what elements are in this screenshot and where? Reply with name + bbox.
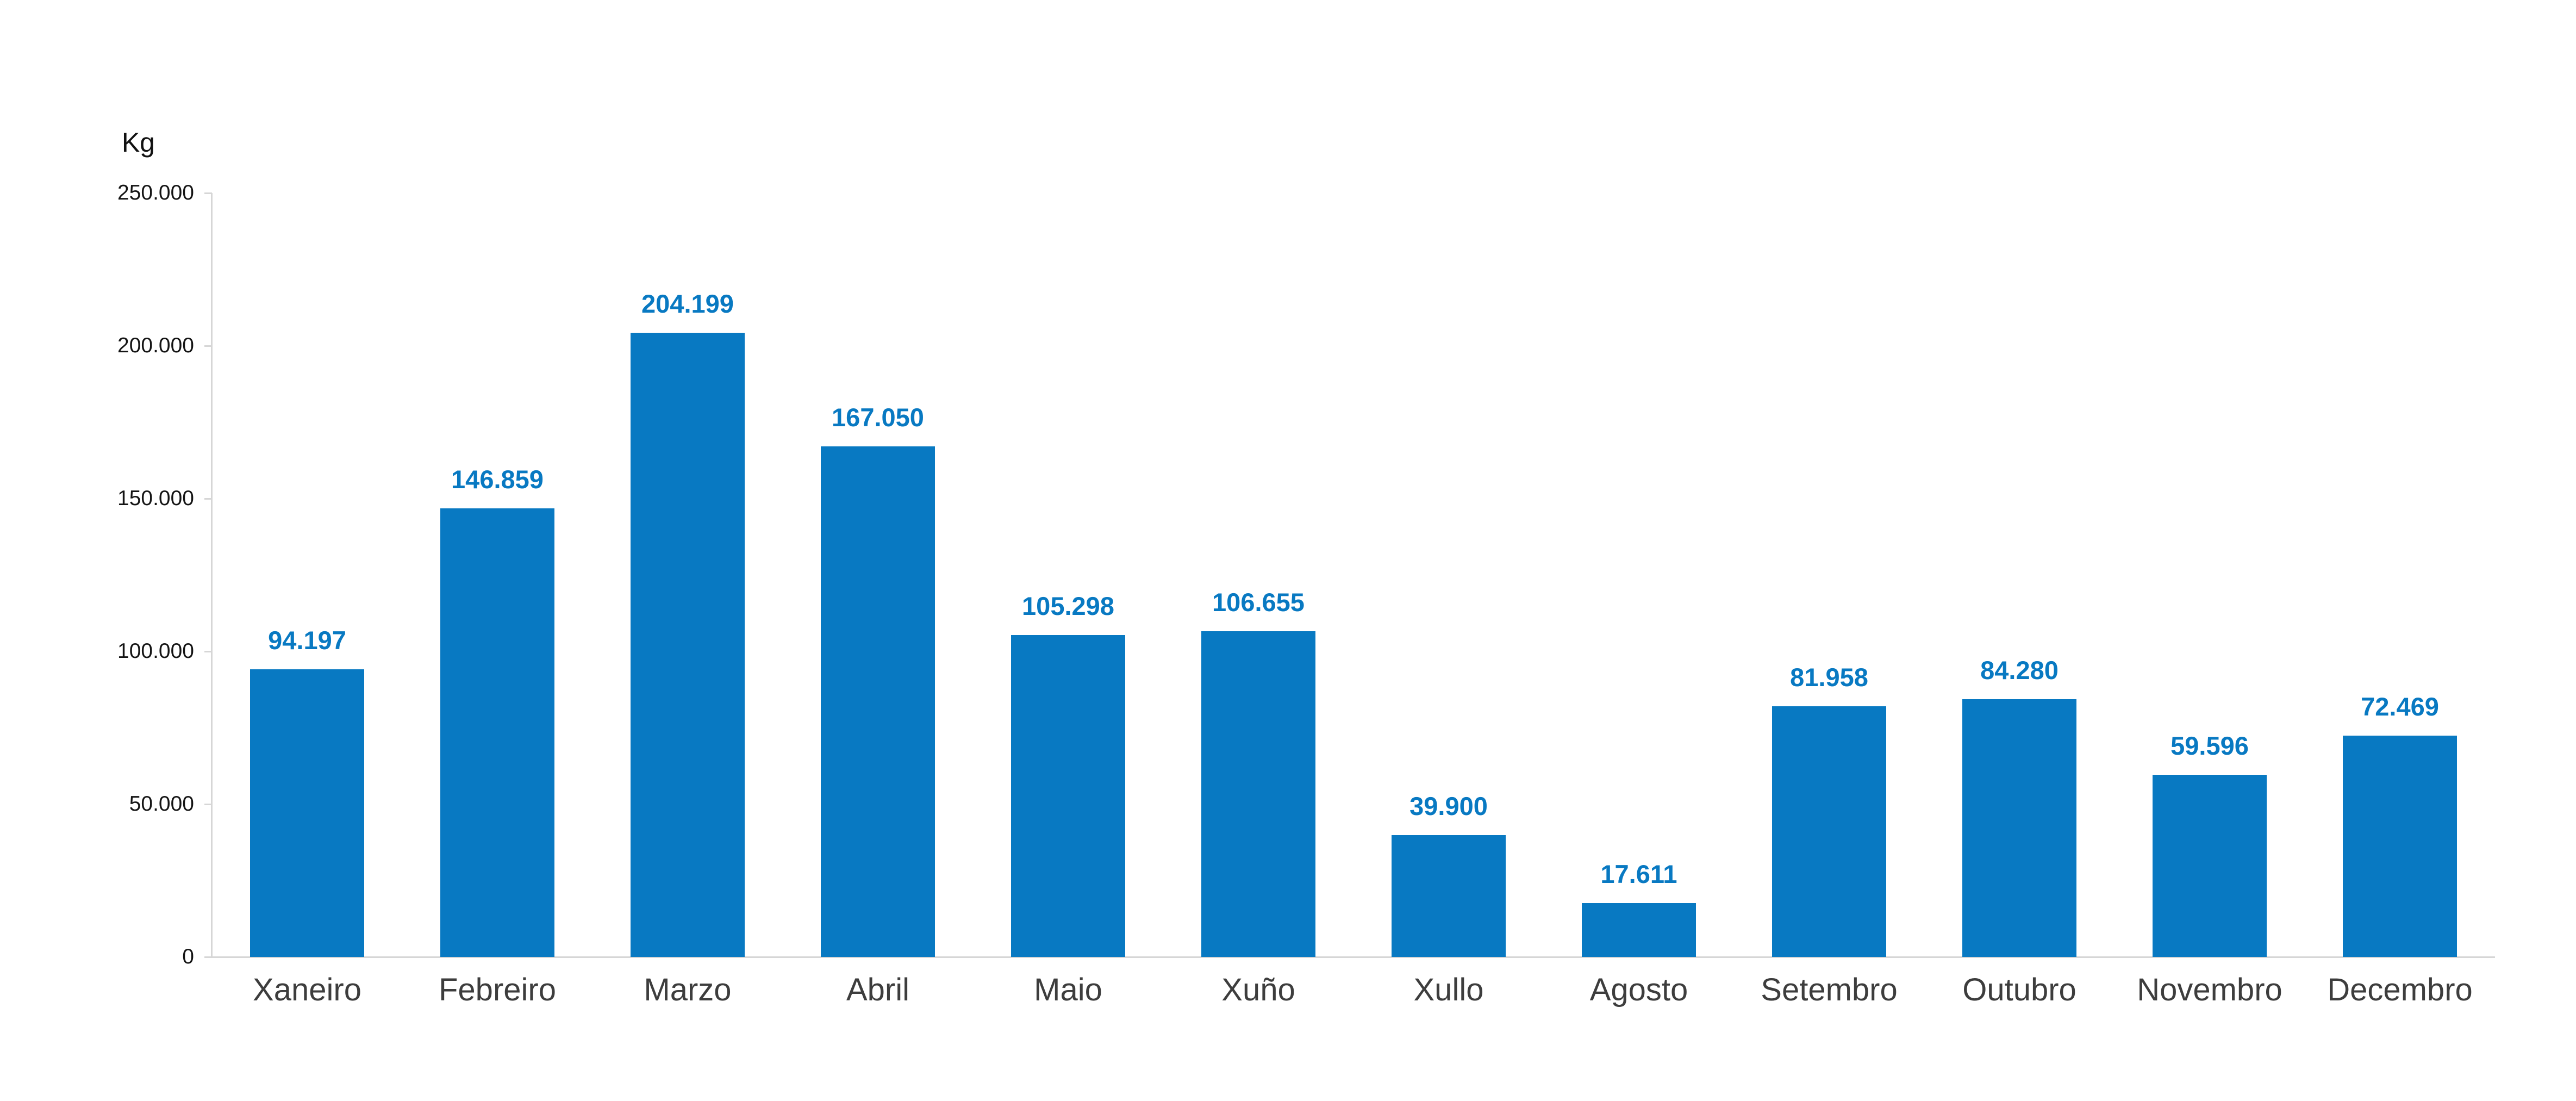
x-axis-label: Xaneiro (253, 972, 361, 1007)
bar-value-label: 106.655 (1212, 588, 1305, 617)
bar-agosto (1582, 903, 1696, 957)
y-tick-label: 50.000 (129, 792, 194, 816)
y-tick-label: 200.000 (117, 334, 194, 357)
bar-xaneiro (250, 669, 364, 957)
x-axis-label: Novembro (2137, 972, 2282, 1007)
y-axis-unit-label: Kg (121, 127, 155, 158)
bar-value-label: 17.611 (1600, 860, 1677, 888)
x-axis-line (204, 956, 2495, 958)
bar-marzo (631, 333, 745, 957)
x-axis-label: Setembro (1761, 972, 1898, 1007)
bar-value-label: 146.859 (451, 465, 544, 494)
y-tick-mark (204, 651, 212, 652)
plot-area: 0 50.000 100.000 150.000 200.000 250.000 94.1… (117, 182, 2495, 1006)
bar-value-label: 94.197 (268, 626, 346, 655)
bar-outubro (1962, 699, 2076, 957)
bar-value-label: 39.900 (1409, 792, 1488, 820)
bar-febreiro (440, 508, 554, 957)
bar-value-label: 59.596 (2170, 731, 2249, 760)
y-tick-mark (204, 804, 212, 805)
x-axis-label: Xuño (1221, 972, 1295, 1007)
y-tick-mark (204, 498, 212, 500)
bar-value-label: 204.199 (641, 289, 734, 318)
x-axis-label: Abril (846, 972, 910, 1007)
y-tick-label: 0 (182, 945, 194, 968)
x-axis-label: Outubro (1962, 972, 2076, 1007)
x-axis-label: Xullo (1413, 972, 1484, 1007)
x-axis-label: Decembro (2327, 972, 2473, 1007)
x-axis-label: Febreiro (439, 972, 556, 1007)
bar-xullo (1392, 835, 1506, 957)
bar-value-label: 167.050 (832, 403, 924, 432)
bar-value-label: 105.298 (1022, 592, 1114, 620)
y-tick-label: 100.000 (117, 639, 194, 663)
y-tick-label: 250.000 (117, 181, 194, 204)
y-tick-mark (204, 956, 212, 958)
bar-value-label: 84.280 (1980, 656, 2059, 685)
y-tick-mark (204, 345, 212, 347)
bar-value-label: 81.958 (1790, 663, 1868, 692)
x-axis-label: Agosto (1589, 972, 1688, 1007)
bar-novembro (2153, 775, 2267, 957)
bar-setembro (1772, 706, 1886, 957)
bar-decembro (2343, 736, 2457, 957)
y-tick-label: 150.000 (117, 487, 194, 510)
bar-value-label: 72.469 (2361, 692, 2439, 721)
y-axis-line (211, 193, 213, 957)
x-axis-label: Maio (1034, 972, 1102, 1007)
bar-xuño (1201, 631, 1315, 957)
bar-abril (821, 446, 935, 957)
bar-maio (1011, 635, 1125, 957)
x-axis-label: Marzo (644, 972, 732, 1007)
y-tick-mark (204, 192, 212, 194)
